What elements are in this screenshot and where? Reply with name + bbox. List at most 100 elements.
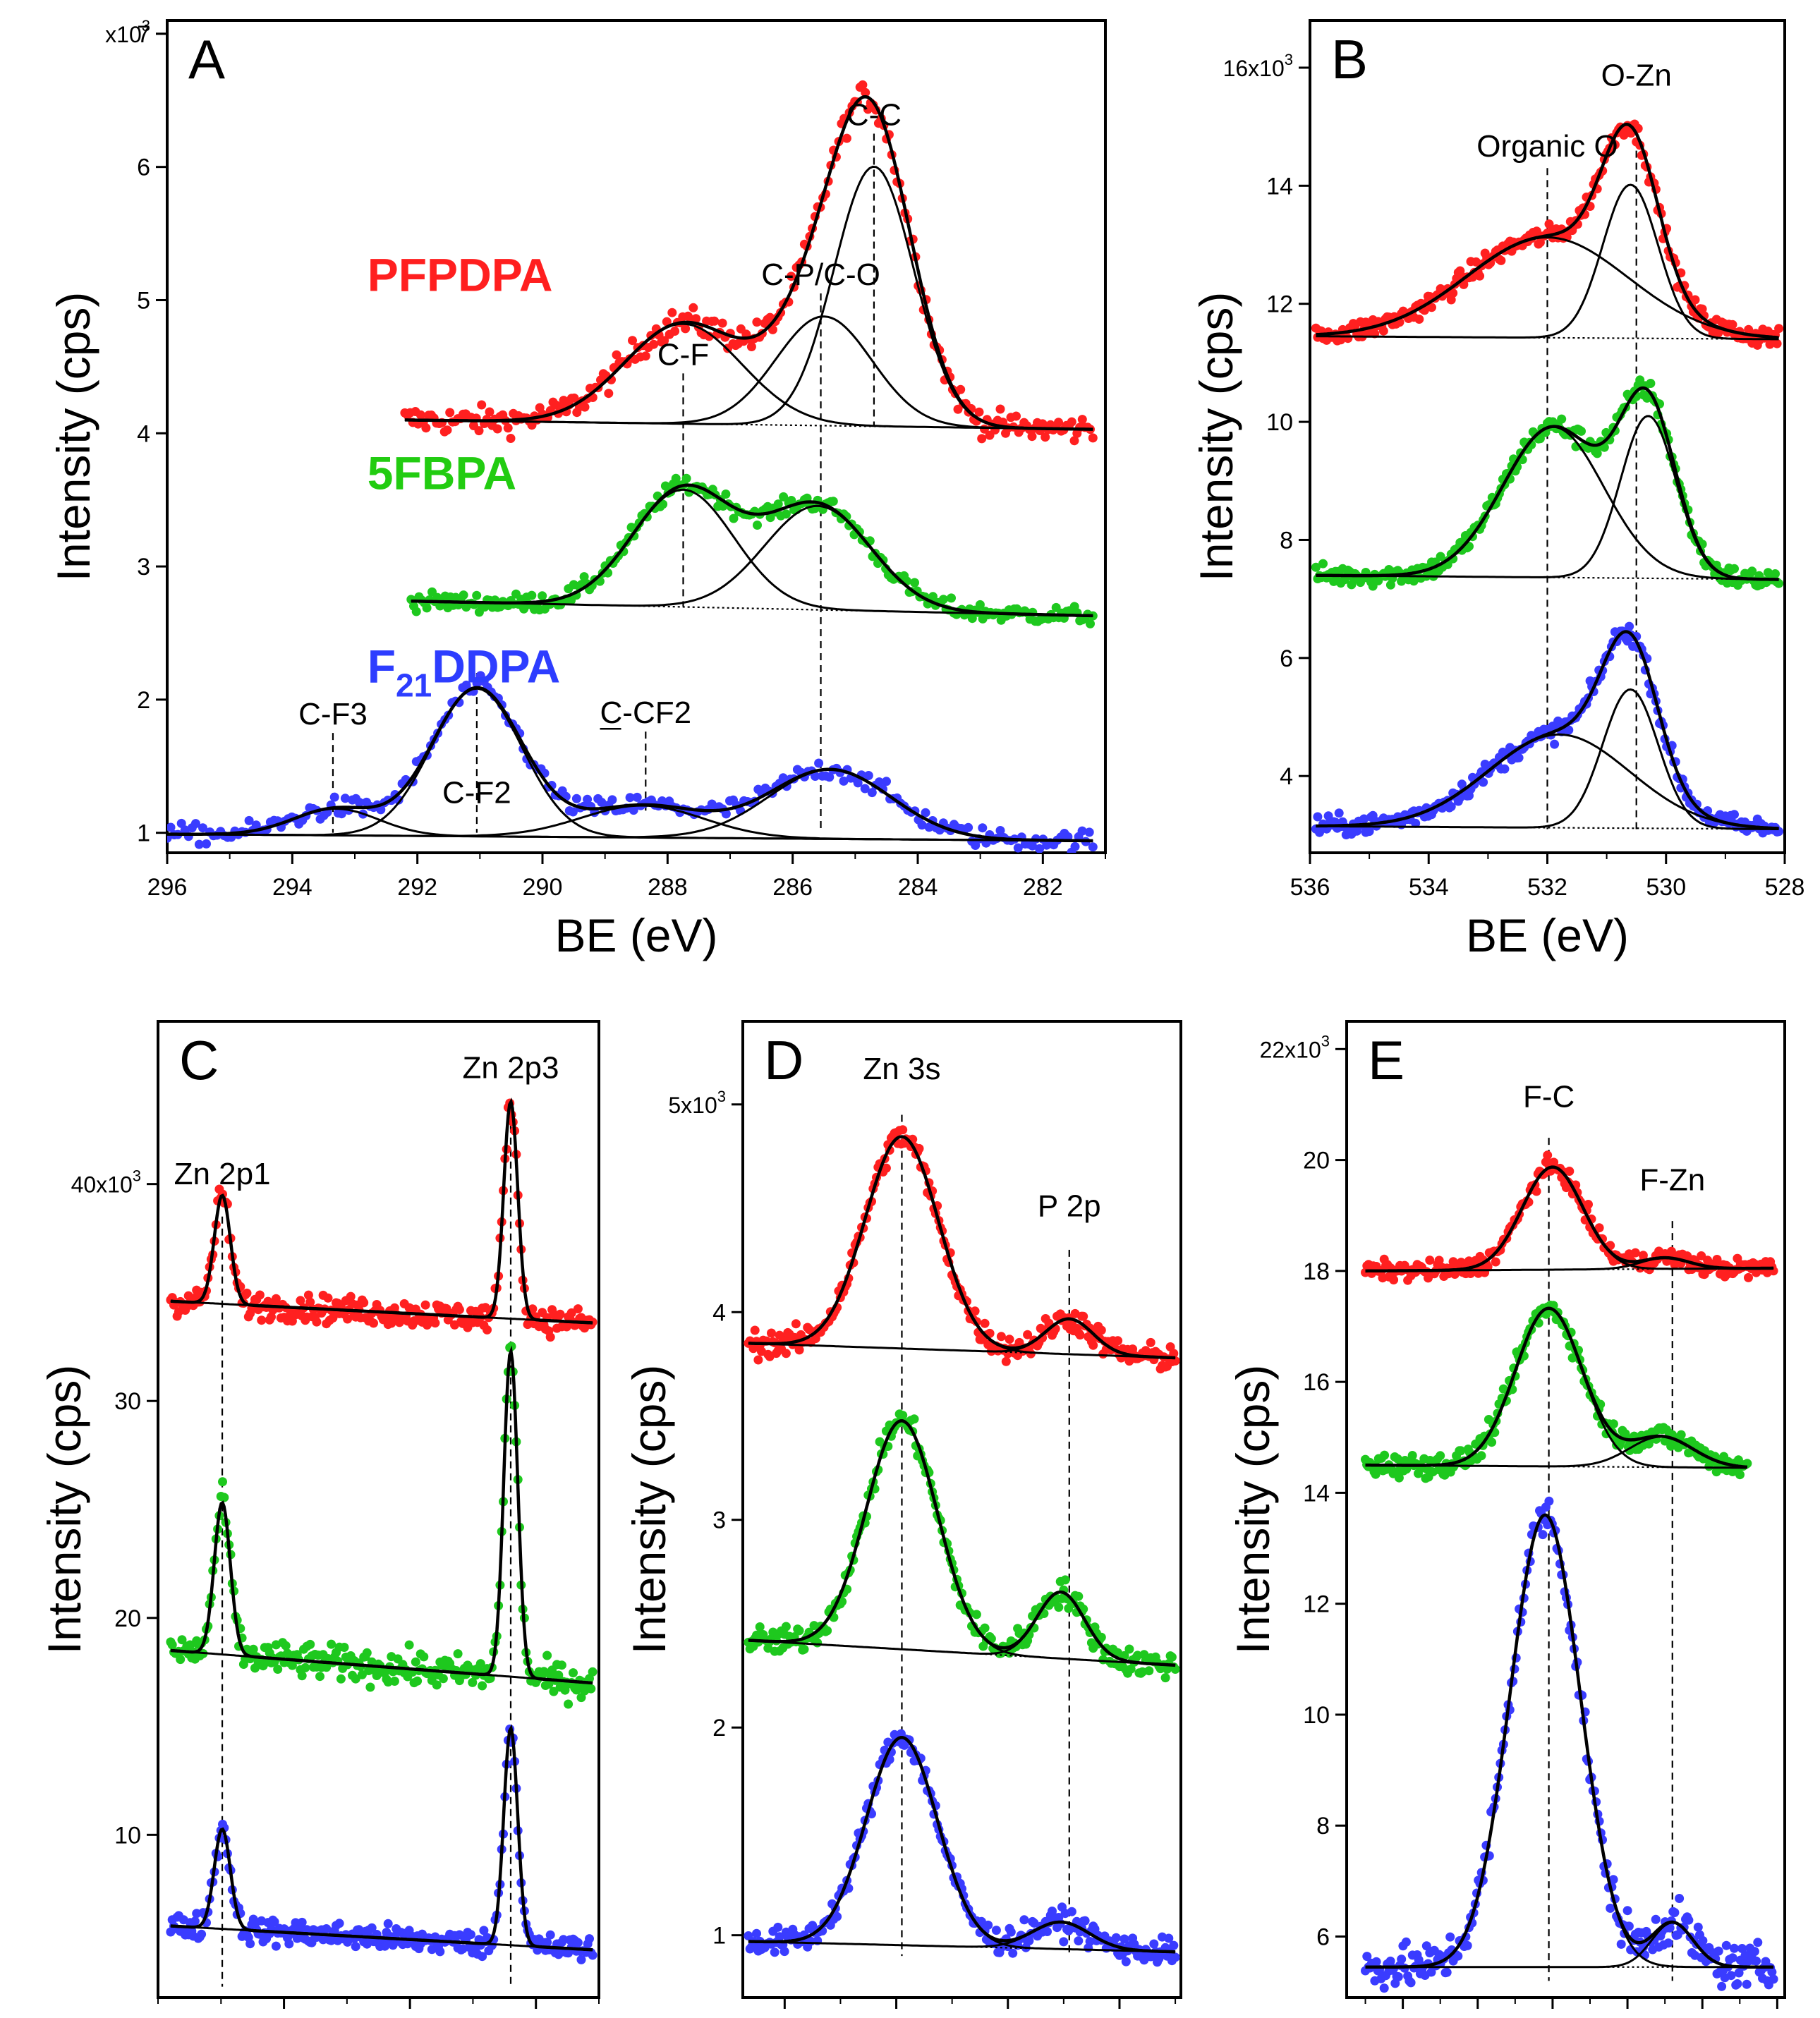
data-point [485,407,495,417]
data-point [1624,1921,1634,1931]
data-point [791,1319,801,1329]
sample-label: PFPDPA [368,248,553,300]
data-point [301,1663,310,1672]
data-point [980,1318,990,1328]
series-5fbpa [166,1342,597,1709]
data-point [1734,1968,1744,1978]
data-point [794,1345,804,1355]
y-tick-label: 14 [1303,1480,1330,1507]
data-point [1769,1974,1778,1984]
data-point [660,336,669,346]
data-point [1625,621,1634,631]
data-point [245,1939,255,1949]
data-point [1054,1603,1064,1612]
data-point [1698,1935,1708,1945]
data-point [787,272,796,281]
data-point [1491,1257,1500,1267]
background-line [1316,335,1779,341]
data-point [813,1638,823,1648]
fit-envelope [404,95,1093,431]
data-point [1149,1939,1159,1949]
data-point [917,820,927,830]
data-point [1005,1335,1014,1344]
y-tick-label: 10 [1303,1702,1330,1729]
data-point [629,806,638,815]
y-tick-label: 2 [712,1715,726,1742]
data-point [305,1639,315,1649]
data-point [559,1935,569,1945]
data-point [359,1298,369,1308]
peak-label: Zn 2p3 [463,1050,559,1085]
data-point [1456,1446,1466,1456]
fit-envelope [748,1135,1176,1360]
data-point [770,1947,779,1957]
data-point [167,822,176,832]
x-axis-title: BE (eV) [554,909,717,961]
data-point [1169,1349,1179,1358]
data-point [1124,1644,1134,1654]
data-point [1406,1978,1416,1988]
data-point [1730,810,1739,820]
data-point [681,324,691,334]
fit-envelope [411,483,1093,618]
data-point [1088,1340,1098,1350]
data-point [453,1649,463,1659]
peak-label: Zn 2p1 [174,1157,271,1191]
data-point [545,1930,555,1940]
x-axis-title: BE (eV) [1466,909,1629,961]
y-tick-label: 12 [1266,291,1293,318]
data-point [177,1635,187,1645]
data-point [1397,1955,1407,1964]
data-point [542,1938,552,1947]
y-tick-label: 8 [1316,1813,1330,1840]
fit-envelope [748,1736,1176,1954]
data-point [832,1911,842,1921]
data-point [257,1315,267,1325]
peak-label: F-Zn [1639,1163,1705,1198]
y-tick-label: 3 [712,1507,726,1534]
data-point [1767,1967,1777,1977]
data-point [478,1681,487,1691]
y-multiplier-label: x103 [105,17,150,47]
y-tick-label: 3 [137,554,150,581]
data-point [545,1332,555,1342]
data-point [1060,1575,1070,1585]
data-point [1164,1933,1174,1943]
y-tick-label: 7 [137,21,150,48]
data-point [1476,1451,1486,1461]
data-point [296,1296,305,1306]
data-point [281,1641,291,1651]
data-point [479,1926,489,1935]
data-point [466,1930,475,1940]
y-multiplier-label: 16x103 [1223,51,1293,81]
data-point [874,777,884,787]
plot-area [744,1114,1180,1967]
data-point [1086,619,1095,628]
data-point [975,600,985,609]
x-tick-label: 284 [898,874,938,901]
data-point [167,1640,177,1650]
data-point [632,792,642,802]
data-point [1622,1906,1632,1916]
data-point [1565,1167,1575,1176]
data-point [411,1657,420,1667]
data-point [1475,271,1485,281]
data-point [303,1290,313,1300]
data-point [549,1686,559,1696]
y-axis-title: Intensity (cps) [47,292,99,582]
fit-envelope [167,686,1093,843]
data-point [947,593,956,603]
plot-frame [166,19,1107,854]
data-point [336,809,346,819]
data-point [1729,1943,1739,1953]
data-point [839,776,849,786]
data-point [1313,812,1323,822]
data-point [755,1622,765,1631]
x-tick-label: 282 [1023,874,1063,901]
data-point [828,497,838,506]
data-point [569,393,579,403]
data-point [557,1660,566,1670]
data-point [322,1924,332,1933]
data-point [604,389,614,399]
data-point [420,1300,430,1310]
